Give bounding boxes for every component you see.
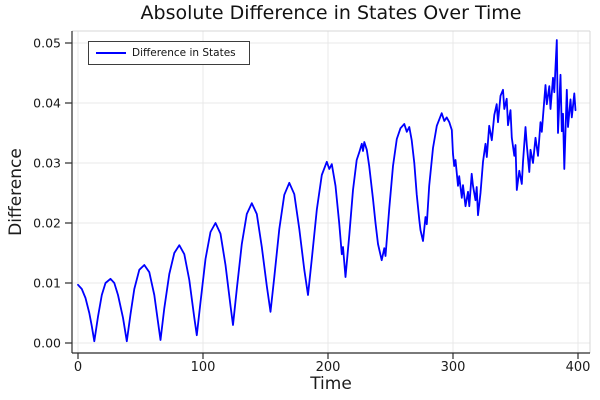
x-tick-label: 0: [74, 360, 82, 375]
x-tick-label: 100: [191, 360, 216, 375]
legend-label: Difference in States: [132, 47, 236, 59]
x-tick-label: 300: [441, 360, 466, 375]
y-tick-label: 0.04: [33, 95, 61, 110]
legend-line-sample: [96, 52, 126, 54]
x-tick-label: 200: [316, 360, 341, 375]
y-tick-label: 0.00: [33, 335, 61, 350]
series-line: [77, 39, 577, 343]
chart-title: Absolute Difference in States Over Time: [140, 2, 522, 24]
y-tick-label: 0.02: [33, 215, 61, 230]
y-tick-label: 0.05: [33, 35, 61, 50]
y-tick-label: 0.03: [33, 155, 61, 170]
x-axis-label: Time: [310, 374, 352, 394]
y-axis-label: Difference: [6, 148, 26, 236]
y-tick-label: 0.01: [33, 275, 61, 290]
x-tick-label: 400: [566, 360, 591, 375]
legend-box: Difference in States: [88, 41, 250, 65]
